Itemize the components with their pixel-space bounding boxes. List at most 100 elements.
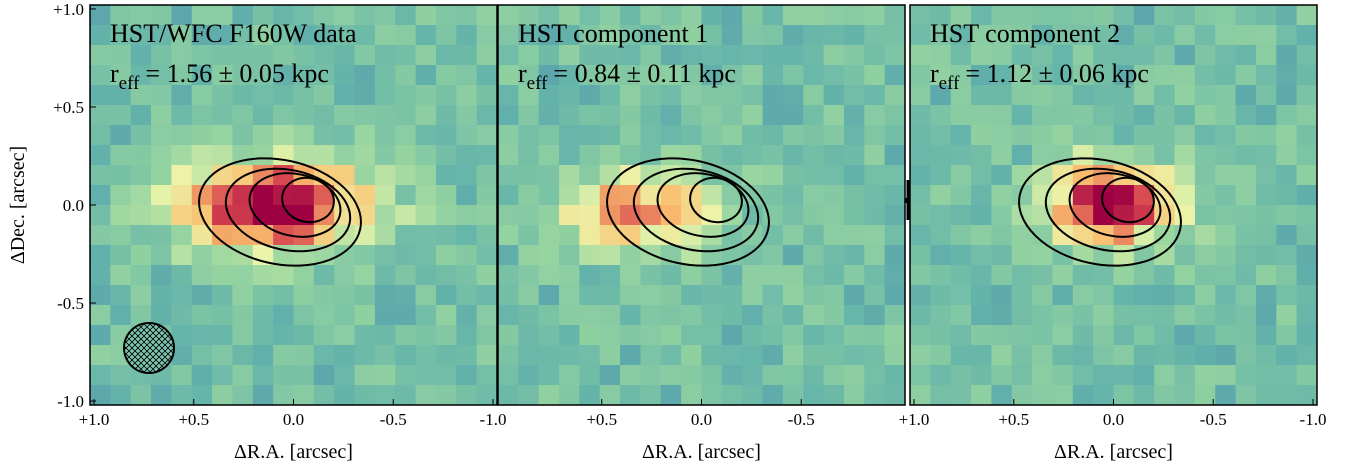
pixel [1011, 85, 1033, 106]
pixel [518, 385, 540, 406]
pixel [559, 205, 580, 226]
pixel [1255, 245, 1277, 266]
pixel [232, 365, 254, 386]
pixel [1093, 205, 1114, 226]
x-axis-label: ΔR.A. [arcsec] [234, 441, 353, 463]
pixel [701, 225, 723, 246]
pixel [415, 5, 437, 26]
pixel [930, 205, 952, 226]
pixel [1133, 5, 1155, 26]
pixel [991, 365, 1013, 386]
pixel [884, 305, 906, 326]
pixel [212, 265, 233, 286]
pixel [110, 5, 132, 26]
pixel [354, 65, 376, 86]
y-axis-label: ΔDec. [arcsec] [7, 146, 29, 264]
pixel [1235, 365, 1257, 386]
pixel [1255, 365, 1277, 386]
pixel [334, 145, 356, 166]
pixel [1255, 145, 1277, 166]
pixel [212, 285, 233, 306]
pixel [212, 105, 233, 126]
pixel [1255, 265, 1277, 286]
pixel [721, 105, 743, 126]
pixel [910, 325, 931, 346]
pixel [782, 165, 804, 186]
pixel [1032, 105, 1053, 126]
pixel [130, 125, 152, 146]
pixel [1011, 5, 1033, 26]
pixel [559, 265, 580, 286]
pixel [1032, 305, 1053, 326]
pixel [252, 25, 274, 46]
pixel [293, 45, 315, 66]
pixel [762, 325, 784, 346]
pixel [518, 45, 540, 66]
pixel [90, 105, 111, 126]
r-value: = 1.12 ± 0.06 kpc [965, 59, 1148, 88]
pixel [991, 145, 1013, 166]
pixel [1011, 305, 1033, 326]
pixel [456, 105, 478, 126]
pixel [640, 185, 662, 206]
pixel [1072, 105, 1094, 126]
pixel [681, 185, 702, 206]
pixel [252, 5, 274, 26]
pixel [151, 225, 172, 246]
pixel [559, 345, 580, 366]
pixel [910, 45, 931, 66]
pixel [660, 305, 682, 326]
pixel [476, 225, 498, 246]
pixel [762, 85, 784, 106]
pixel [823, 145, 845, 166]
pixel [476, 5, 498, 26]
pixel [1255, 185, 1277, 206]
pixel [1174, 65, 1196, 86]
pixel [971, 345, 992, 366]
pixel [599, 225, 621, 246]
pixel [864, 5, 886, 26]
pixel [884, 145, 906, 166]
pixel [191, 285, 213, 306]
pixel [884, 45, 906, 66]
pixel [212, 5, 233, 26]
pixel [843, 145, 865, 166]
pixel [823, 45, 845, 66]
pixel [559, 285, 580, 306]
pixel [864, 165, 886, 186]
pixel [1215, 105, 1237, 126]
pixel [991, 285, 1013, 306]
pixel [1174, 45, 1196, 66]
pixel [971, 65, 992, 86]
pixel [640, 345, 662, 366]
pixel [620, 245, 641, 266]
pixel [681, 345, 702, 366]
pixel [212, 245, 233, 266]
pixel [518, 205, 540, 226]
pixel [476, 105, 498, 126]
pixel [681, 285, 702, 306]
pixel [538, 185, 560, 206]
pixel [212, 385, 233, 406]
pixel [950, 85, 972, 106]
pixel [930, 185, 952, 206]
pixel [701, 385, 723, 406]
pixel [151, 165, 172, 186]
pixel [273, 365, 294, 386]
pixel [415, 25, 437, 46]
pixel [415, 225, 437, 246]
pixel [130, 285, 152, 306]
pixel [930, 265, 952, 286]
pixel [90, 325, 111, 346]
pixel [1032, 65, 1053, 86]
pixel [950, 345, 972, 366]
pixel [130, 385, 152, 406]
pixel [930, 85, 952, 106]
pixel [151, 185, 172, 206]
pixel [90, 305, 111, 326]
pixel [1296, 365, 1318, 386]
pixel [864, 245, 886, 266]
y-tick-label: -0.5 [57, 294, 84, 313]
pixel [681, 385, 702, 406]
pixel [1235, 205, 1257, 226]
